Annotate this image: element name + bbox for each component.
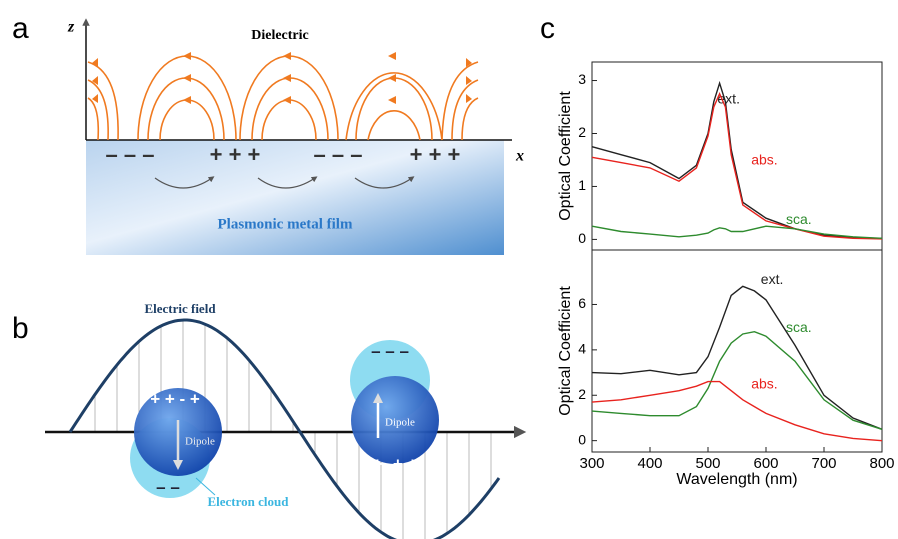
y-axis-label: Optical Coefficient bbox=[557, 286, 574, 416]
region-label: Dielectric bbox=[251, 28, 309, 43]
y-tick-label: 4 bbox=[578, 341, 586, 357]
charge: – – bbox=[156, 477, 180, 496]
dipole-label: Dipole bbox=[185, 436, 215, 448]
series-line bbox=[591, 80, 883, 239]
series-line bbox=[591, 225, 883, 239]
y-tick-label: 2 bbox=[578, 386, 586, 402]
y-tick-label: 1 bbox=[578, 177, 586, 193]
panel-label: c bbox=[540, 12, 555, 45]
panel-label: b bbox=[12, 312, 29, 345]
series-line bbox=[591, 92, 883, 240]
charge: + + + bbox=[410, 142, 461, 167]
y-tick-label: 0 bbox=[578, 431, 586, 447]
series-label: ext. bbox=[761, 271, 784, 287]
x-tick-label: 700 bbox=[811, 455, 836, 472]
region-label: Plasmonic metal film bbox=[218, 216, 353, 232]
charge: +- + + bbox=[373, 454, 418, 473]
axis-label: z bbox=[67, 19, 75, 36]
charge: – – – bbox=[314, 142, 363, 167]
series-line bbox=[591, 285, 883, 430]
wave bbox=[68, 318, 501, 539]
charge: + + + bbox=[210, 142, 261, 167]
plot-frame bbox=[591, 249, 883, 453]
axis-label: x bbox=[515, 148, 524, 165]
cloud-label: Electron cloud bbox=[207, 494, 289, 509]
y-axis-label: Optical Coefficient bbox=[557, 91, 574, 221]
series-label: ext. bbox=[717, 90, 740, 106]
series-label: sca. bbox=[786, 211, 812, 227]
dipole-label: Dipole bbox=[385, 417, 415, 429]
charge: + + - + bbox=[150, 389, 200, 408]
field-arrows bbox=[92, 52, 472, 104]
current-arrows bbox=[154, 176, 415, 189]
charge: – – – bbox=[106, 142, 155, 167]
series-line bbox=[591, 330, 883, 430]
series-label: abs. bbox=[751, 151, 777, 167]
charge: – – – bbox=[371, 341, 409, 360]
y-tick-label: 6 bbox=[578, 295, 586, 311]
series-label: sca. bbox=[786, 319, 812, 335]
x-tick-label: 600 bbox=[753, 455, 778, 472]
metal-film bbox=[86, 140, 504, 255]
x-tick-label: 300 bbox=[579, 455, 604, 472]
y-tick-label: 3 bbox=[578, 71, 586, 87]
y-tick-label: 0 bbox=[578, 230, 586, 246]
series-line bbox=[591, 380, 883, 442]
panel-label: a bbox=[12, 12, 29, 45]
leader-line bbox=[195, 477, 216, 496]
x-tick-label: 500 bbox=[695, 455, 720, 472]
wave-label: Electric field bbox=[144, 301, 216, 316]
y-tick-label: 2 bbox=[578, 124, 586, 140]
x-axis-label: Wavelength (nm) bbox=[676, 471, 797, 488]
field-lines bbox=[87, 55, 479, 141]
series-label: abs. bbox=[751, 375, 777, 391]
x-tick-label: 400 bbox=[637, 455, 662, 472]
x-tick-label: 800 bbox=[869, 455, 894, 472]
